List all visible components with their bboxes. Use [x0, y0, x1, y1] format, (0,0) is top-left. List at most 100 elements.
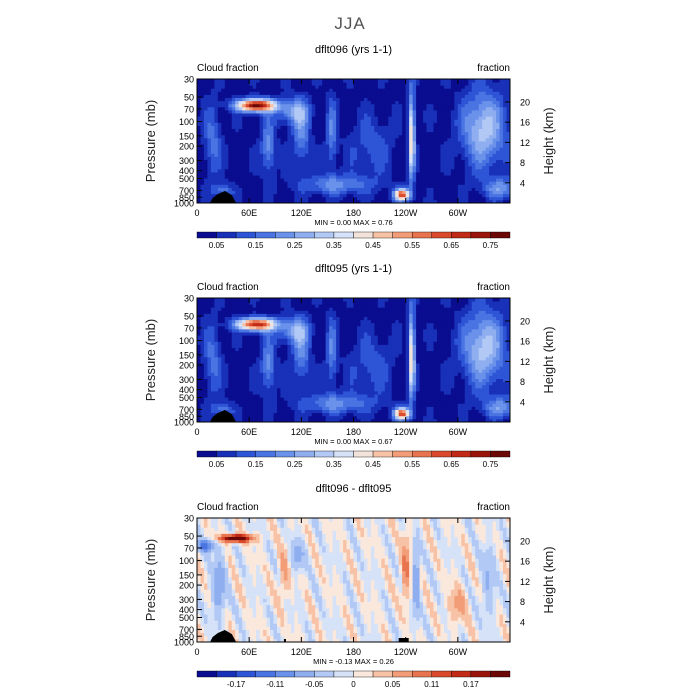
- field-cell: [294, 356, 299, 361]
- field-cell: [436, 178, 441, 182]
- field-cell: [238, 363, 243, 367]
- field-cell: [450, 85, 455, 89]
- field-cell: [367, 100, 372, 105]
- field-cell: [228, 350, 233, 355]
- field-cell: [266, 304, 271, 308]
- field-cell: [242, 322, 247, 327]
- field-cell: [283, 347, 288, 352]
- field-cell: [235, 150, 240, 154]
- field-cell: [308, 150, 313, 154]
- field-cell: [304, 369, 309, 373]
- field-cell: [377, 137, 382, 142]
- field-cell: [506, 128, 511, 133]
- field-cell: [242, 381, 247, 386]
- field-cell: [461, 91, 466, 95]
- field-cell: [280, 387, 285, 392]
- field-cell: [436, 119, 441, 123]
- field-cell: [311, 190, 316, 195]
- field-cell: [294, 375, 299, 379]
- field-cell: [457, 97, 462, 102]
- field-cell: [478, 128, 483, 133]
- field-cell: [384, 125, 389, 129]
- field-cell: [430, 137, 434, 142]
- field-cell: [370, 196, 375, 201]
- field-cell: [454, 134, 459, 139]
- field-cell: [221, 356, 226, 361]
- field-cell: [356, 113, 361, 117]
- field-cell: [200, 400, 205, 404]
- field-cell: [263, 196, 267, 201]
- field-cell: [210, 122, 215, 126]
- field-cell: [350, 85, 354, 89]
- field-cell: [370, 97, 375, 102]
- field-cell: [436, 106, 441, 111]
- field-cell: [235, 338, 240, 342]
- field-cell: [471, 147, 476, 151]
- field-cell: [252, 394, 257, 398]
- field-cell: [499, 184, 504, 188]
- field-cell: [290, 372, 295, 376]
- field-cell: [457, 162, 462, 167]
- field-cell: [332, 162, 337, 167]
- field-cell: [412, 122, 417, 126]
- field-cell: [280, 153, 285, 157]
- field-cell: [436, 144, 441, 148]
- field-cell: [353, 128, 358, 133]
- field-cell: [332, 131, 337, 136]
- field-cell: [395, 85, 400, 89]
- field-cell: [447, 125, 452, 129]
- field-cell: [311, 116, 316, 120]
- field-cell: [266, 325, 271, 330]
- field-cell: [426, 122, 431, 126]
- field-cell: [214, 82, 219, 86]
- field-cell: [294, 97, 299, 102]
- field-cell: [311, 181, 316, 185]
- field-cell: [249, 415, 254, 420]
- field-cell: [308, 381, 313, 386]
- field-cell: [367, 187, 372, 191]
- field-cell: [318, 144, 323, 148]
- field-cell: [301, 325, 306, 330]
- field-cell: [273, 141, 278, 145]
- field-cell: [367, 199, 372, 204]
- field-cell: [256, 178, 260, 182]
- field-cell: [231, 144, 236, 148]
- field-cell: [430, 88, 434, 92]
- field-cell: [214, 110, 219, 114]
- field-cell: [464, 82, 469, 86]
- colorbar-swatch: [490, 231, 511, 239]
- field-cell: [256, 88, 260, 92]
- field-cell: [454, 131, 459, 136]
- field-cell: [450, 141, 455, 145]
- field-cell: [489, 85, 494, 89]
- field-cell: [252, 341, 257, 345]
- field-cell: [224, 125, 229, 129]
- field-cell: [207, 347, 212, 352]
- field-cell: [297, 119, 302, 123]
- field-cell: [388, 196, 393, 201]
- field-cell: [402, 153, 407, 157]
- field-cell: [308, 100, 313, 105]
- field-cell: [433, 190, 438, 195]
- field-cell: [315, 168, 320, 173]
- field-cell: [245, 301, 250, 305]
- field-cell: [256, 131, 260, 136]
- field-cell: [367, 91, 372, 95]
- field-cell: [242, 144, 247, 148]
- field-cell: [290, 113, 295, 117]
- field-cell: [200, 313, 205, 317]
- field-cell: [249, 113, 254, 117]
- field-cell: [475, 156, 480, 160]
- field-cell: [499, 131, 504, 136]
- field-cell: [290, 103, 295, 108]
- field-cell: [301, 91, 306, 95]
- stats-text: MIN = 0.00 MAX = 0.76: [314, 218, 392, 227]
- field-cell: [200, 384, 205, 389]
- field-cell: [499, 103, 504, 108]
- field-cell: [270, 128, 274, 133]
- field-cell: [231, 335, 236, 339]
- field-cell: [231, 412, 236, 417]
- field-cell: [259, 187, 264, 191]
- field-cell: [388, 103, 393, 108]
- field-cell: [200, 372, 205, 376]
